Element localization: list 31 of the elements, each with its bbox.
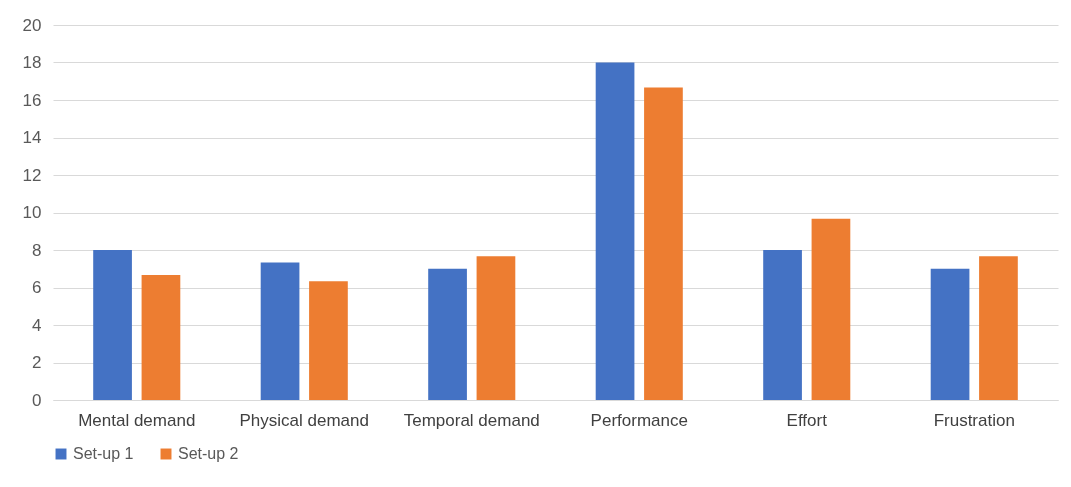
y-tick-label: 18 (22, 53, 42, 72)
bar (811, 218, 851, 400)
y-tick-label: 2 (32, 353, 42, 372)
bar (930, 268, 970, 400)
x-tick-label: Effort (786, 410, 828, 430)
y-tick-label: 8 (32, 240, 42, 260)
y-tick-label: 20 (22, 15, 42, 35)
bar (260, 262, 300, 400)
y-tick-label: 6 (32, 278, 42, 297)
legend-label: Set-up 2 (178, 445, 239, 462)
bar (644, 87, 683, 400)
bar (476, 256, 516, 400)
bar (763, 250, 802, 400)
x-tick-label: Temporal demand (403, 410, 540, 430)
legend-label: Set-up 1 (73, 445, 134, 462)
y-tick-label: 4 (32, 315, 42, 335)
y-tick-label: 14 (22, 128, 42, 147)
x-tick-label: Frustration (933, 410, 1015, 430)
y-tick-label: 16 (22, 90, 42, 110)
bar (93, 250, 132, 400)
x-tick-label: Mental demand (78, 410, 196, 430)
y-tick-label: 0 (32, 390, 42, 410)
y-tick-label: 12 (22, 165, 42, 185)
x-tick-label: Physical demand (239, 410, 369, 430)
bar (428, 268, 467, 400)
bar (141, 274, 181, 400)
y-tick-label: 10 (22, 203, 42, 222)
x-tick-label: Performance (590, 410, 688, 430)
bar (309, 281, 348, 400)
bar (979, 256, 1018, 400)
bar (595, 62, 635, 400)
